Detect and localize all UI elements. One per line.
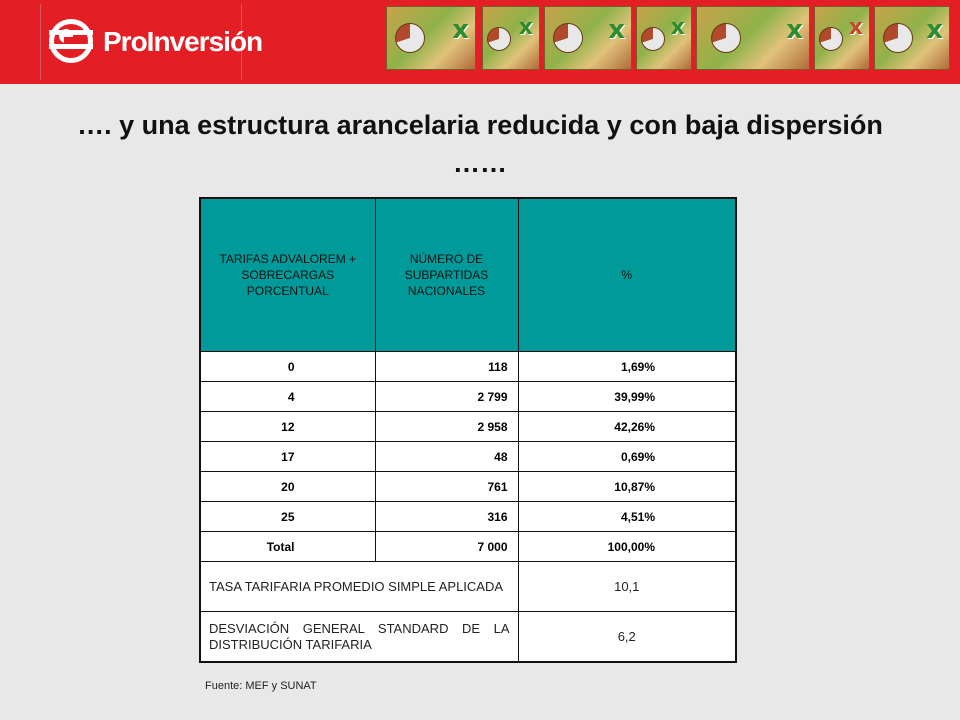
stat-label: TASA TARIFARIA PROMEDIO SIMPLE APLICADA (199, 561, 519, 612)
cell-tarifa: 17 (199, 441, 376, 472)
table-row: 12 2 958 42,26% (199, 411, 737, 442)
tariff-table-container: TARIFAS ADVALOREM + SOBRECARGAS PORCENTU… (199, 197, 737, 669)
table-row: 17 48 0,69% (199, 441, 737, 472)
table-row: 4 2 799 39,99% (199, 381, 737, 412)
cell-pct: 4,51% (517, 501, 737, 532)
cell-numero: 48 (374, 441, 519, 472)
cell-pct: 1,69% (517, 351, 737, 382)
cell-pct: 10,87% (517, 471, 737, 502)
excel-pie-icon: x (814, 6, 870, 70)
excel-pie-icon: x (874, 6, 950, 70)
cell-numero: 761 (374, 471, 519, 502)
table-row: 25 316 4,51% (199, 501, 737, 532)
stat-value: 6,2 (517, 611, 737, 663)
cell-pct: 0,69% (517, 441, 737, 472)
table-row: 20 761 10,87% (199, 471, 737, 502)
table-row-total: Total 7 000 100,00% (199, 531, 737, 562)
header-porcentaje: % (517, 197, 737, 352)
cell-numero: 7 000 (374, 531, 519, 562)
cell-numero: 316 (374, 501, 519, 532)
table-row: 0 118 1,69% (199, 351, 737, 382)
cell-tarifa: 4 (199, 381, 376, 412)
cell-tarifa: Total (199, 531, 376, 562)
cell-tarifa: 25 (199, 501, 376, 532)
cell-numero: 2 799 (374, 381, 519, 412)
source-note: Fuente: MEF y SUNAT (205, 680, 317, 692)
stat-row-desviacion: DESVIACIÓN GENERAL STANDARD DE LA DISTRI… (199, 611, 737, 663)
stat-value: 10,1 (517, 561, 737, 612)
cell-tarifa: 12 (199, 411, 376, 442)
cell-numero: 118 (374, 351, 519, 382)
slide-title: …. y una estructura arancelaria reducida… (77, 110, 883, 178)
proinversion-logo: ProInversión (40, 4, 263, 80)
cell-pct: 39,99% (517, 381, 737, 412)
excel-pie-icon: x (544, 6, 632, 70)
brand-text: ProInversión (103, 26, 263, 57)
header-numero: NÚMERO DE SUBPARTIDAS NACIONALES (374, 197, 519, 352)
excel-pie-icon: x (482, 6, 540, 70)
table-header-row: TARIFAS ADVALOREM + SOBRECARGAS PORCENTU… (199, 197, 737, 352)
thumbnail-strip: x x x x x x x (386, 2, 954, 72)
stat-label: DESVIACIÓN GENERAL STANDARD DE LA DISTRI… (199, 611, 519, 663)
stat-row-promedio: TASA TARIFARIA PROMEDIO SIMPLE APLICADA … (199, 561, 737, 612)
cell-tarifa: 20 (199, 471, 376, 502)
proinversion-logo-icon (49, 19, 93, 63)
excel-pie-icon: x (636, 6, 692, 70)
tariff-table: TARIFAS ADVALOREM + SOBRECARGAS PORCENTU… (199, 197, 737, 663)
cell-tarifa: 0 (199, 351, 376, 382)
excel-pie-icon: x (386, 6, 476, 70)
excel-pie-icon: x (696, 6, 810, 70)
cell-pct: 100,00% (517, 531, 737, 562)
header-tarifas: TARIFAS ADVALOREM + SOBRECARGAS PORCENTU… (199, 197, 376, 352)
cell-numero: 2 958 (374, 411, 519, 442)
cell-pct: 42,26% (517, 411, 737, 442)
header-band: ProInversión x x x x x x x (0, 0, 960, 84)
